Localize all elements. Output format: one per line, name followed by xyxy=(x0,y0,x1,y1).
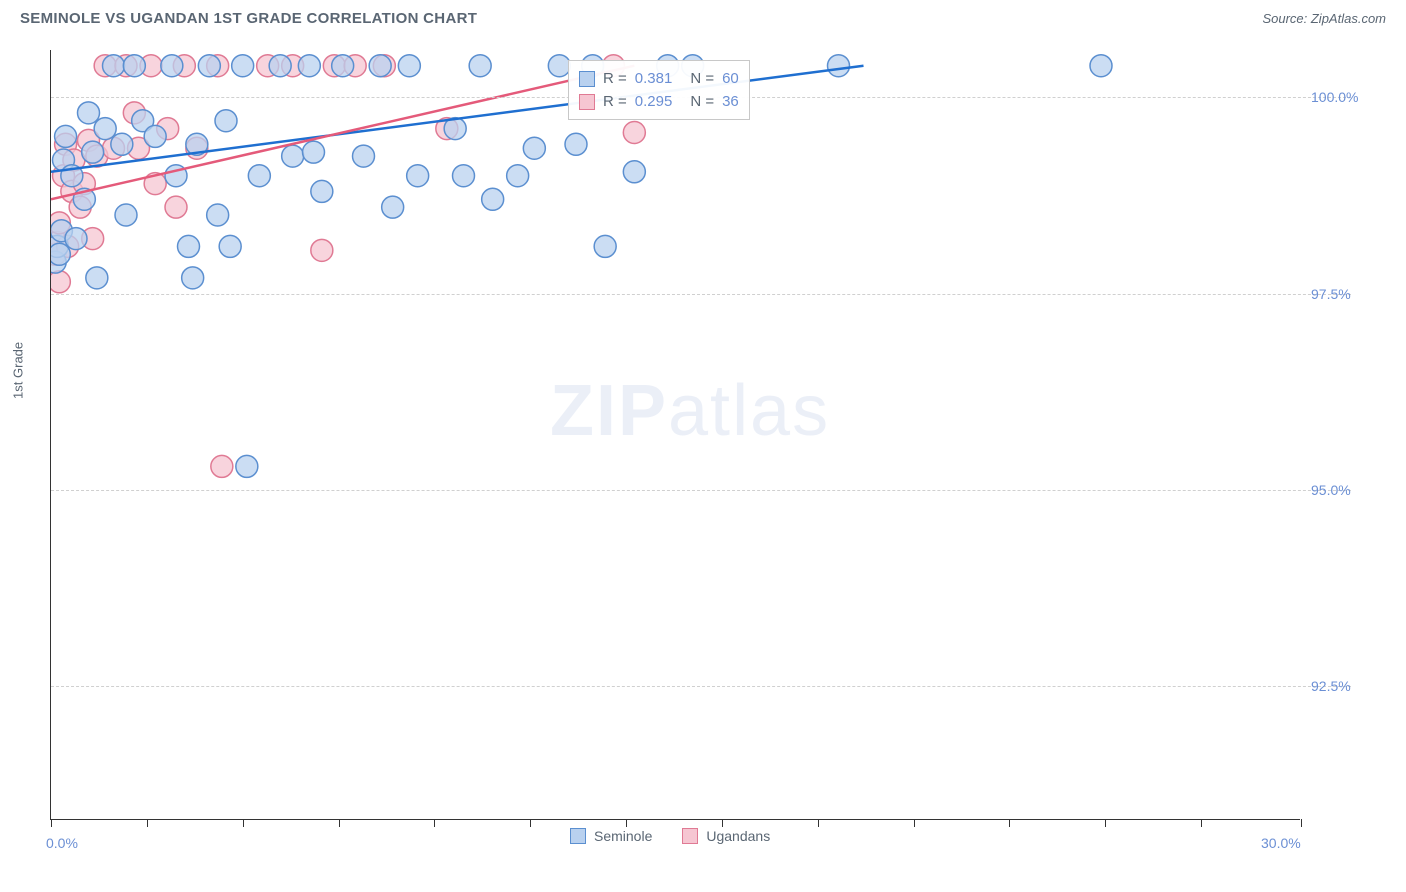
data-point xyxy=(115,204,137,226)
stat-n-label: N = xyxy=(690,70,714,87)
x-tick xyxy=(1009,819,1010,827)
data-point xyxy=(565,133,587,155)
data-point xyxy=(623,161,645,183)
x-tick xyxy=(147,819,148,827)
gridline-h xyxy=(51,490,1351,491)
data-point xyxy=(523,137,545,159)
data-point xyxy=(303,141,325,163)
stat-n-value: 60 xyxy=(722,70,739,87)
data-point xyxy=(82,141,104,163)
x-tick xyxy=(434,819,435,827)
data-point xyxy=(469,55,491,77)
data-point xyxy=(219,235,241,257)
data-point xyxy=(507,165,529,187)
data-point xyxy=(103,55,125,77)
data-point xyxy=(215,110,237,132)
y-axis-title: 1st Grade xyxy=(11,342,26,399)
data-point xyxy=(623,122,645,144)
data-point xyxy=(353,145,375,167)
data-point xyxy=(282,145,304,167)
legend-item: Ugandans xyxy=(682,828,770,844)
legend-bottom: Seminole Ugandans xyxy=(570,828,770,844)
data-point xyxy=(51,271,70,293)
x-tick xyxy=(1301,819,1302,827)
x-tick xyxy=(243,819,244,827)
x-tick xyxy=(339,819,340,827)
data-point xyxy=(332,55,354,77)
x-tick xyxy=(914,819,915,827)
data-point xyxy=(453,165,475,187)
data-point xyxy=(482,188,504,210)
data-point xyxy=(207,204,229,226)
data-point xyxy=(236,455,258,477)
legend-swatch xyxy=(682,828,698,844)
x-tick xyxy=(1105,819,1106,827)
gridline-h xyxy=(51,686,1351,687)
stat-row: R = 0.381 N = 60 xyxy=(579,67,739,90)
gridline-h xyxy=(51,294,1351,295)
data-point xyxy=(269,55,291,77)
x-tick xyxy=(530,819,531,827)
data-point xyxy=(161,55,183,77)
legend-item: Seminole xyxy=(570,828,652,844)
data-point xyxy=(382,196,404,218)
data-point xyxy=(828,55,850,77)
legend-swatch xyxy=(579,71,595,87)
data-point xyxy=(65,228,87,250)
data-point xyxy=(78,102,100,124)
correlation-stat-box: R = 0.381 N = 60 R = 0.295 N = 36 xyxy=(568,60,750,120)
data-point xyxy=(1090,55,1112,77)
chart-header: SEMINOLE VS UGANDAN 1ST GRADE CORRELATIO… xyxy=(0,0,1406,32)
x-tick xyxy=(818,819,819,827)
legend-label: Seminole xyxy=(594,828,652,844)
plot-area: 92.5%95.0%97.5%100.0%0.0%30.0% xyxy=(50,50,1300,820)
data-point xyxy=(198,55,220,77)
stat-r-value: 0.381 xyxy=(635,70,673,87)
data-point xyxy=(211,455,233,477)
stat-row: R = 0.295 N = 36 xyxy=(579,90,739,113)
x-tick-label: 30.0% xyxy=(1261,835,1301,851)
source-attribution: Source: ZipAtlas.com xyxy=(1262,11,1386,26)
x-tick xyxy=(1201,819,1202,827)
data-point xyxy=(165,196,187,218)
data-point xyxy=(86,267,108,289)
data-point xyxy=(111,133,133,155)
data-point xyxy=(144,125,166,147)
y-tick-label: 92.5% xyxy=(1311,678,1351,694)
data-point xyxy=(248,165,270,187)
data-point xyxy=(182,267,204,289)
chart-container: 92.5%95.0%97.5%100.0%0.0%30.0% xyxy=(50,50,1350,820)
data-point xyxy=(298,55,320,77)
y-tick-label: 100.0% xyxy=(1311,89,1358,105)
y-tick-label: 95.0% xyxy=(1311,482,1351,498)
stat-r-label: R = xyxy=(603,70,627,87)
data-point xyxy=(55,125,77,147)
y-tick-label: 97.5% xyxy=(1311,286,1351,302)
legend-swatch xyxy=(570,828,586,844)
data-point xyxy=(123,55,145,77)
stat-n-value: 36 xyxy=(722,93,739,110)
stat-r-value: 0.295 xyxy=(635,93,673,110)
trend-line xyxy=(51,66,634,200)
x-tick xyxy=(51,819,52,827)
legend-label: Ugandans xyxy=(706,828,770,844)
data-point xyxy=(311,180,333,202)
data-point xyxy=(232,55,254,77)
chart-title: SEMINOLE VS UGANDAN 1ST GRADE CORRELATIO… xyxy=(20,10,477,27)
data-point xyxy=(311,239,333,261)
legend-swatch xyxy=(579,94,595,110)
x-tick xyxy=(722,819,723,827)
data-point xyxy=(407,165,429,187)
stat-n-label: N = xyxy=(690,93,714,110)
scatter-plot-svg xyxy=(51,50,1301,820)
data-point xyxy=(369,55,391,77)
x-tick-label: 0.0% xyxy=(46,835,78,851)
data-point xyxy=(178,235,200,257)
x-tick xyxy=(626,819,627,827)
data-point xyxy=(398,55,420,77)
stat-r-label: R = xyxy=(603,93,627,110)
data-point xyxy=(94,118,116,140)
data-point xyxy=(594,235,616,257)
